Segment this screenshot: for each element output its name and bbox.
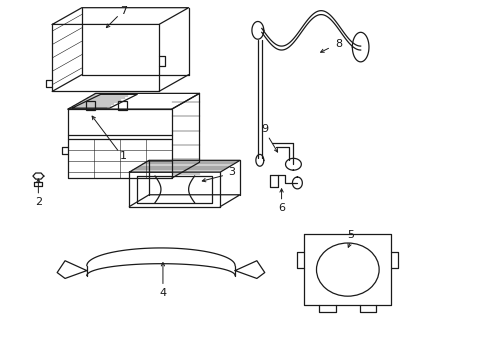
Text: 7: 7: [120, 6, 127, 15]
Text: 1: 1: [120, 151, 126, 161]
Bar: [118, 101, 127, 110]
Text: 9: 9: [261, 124, 268, 134]
Text: 4: 4: [159, 288, 166, 298]
Text: 8: 8: [335, 39, 342, 49]
Text: 5: 5: [346, 230, 353, 240]
Text: 6: 6: [278, 203, 285, 212]
Text: 2: 2: [35, 197, 42, 207]
Text: 3: 3: [228, 167, 235, 177]
Bar: [86, 101, 95, 110]
